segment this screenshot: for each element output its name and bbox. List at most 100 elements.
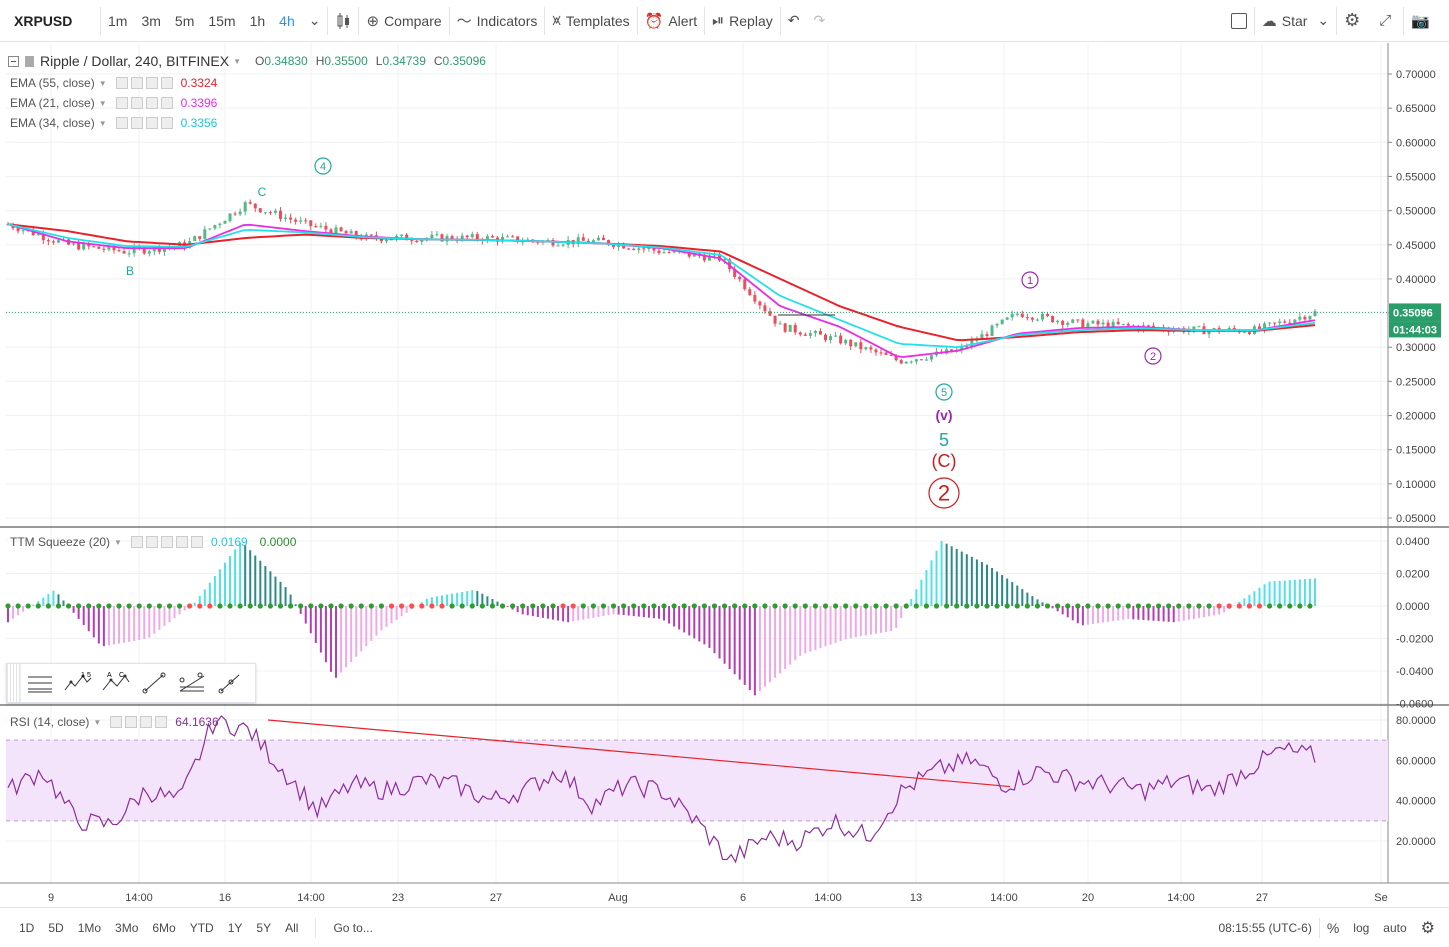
templates-button[interactable]: ⩙ Templates [545,0,636,42]
gear-icon[interactable] [130,77,143,89]
fullscreen-toggle-button[interactable] [1224,0,1254,42]
interval-dropdown-icon[interactable]: ⌄ [308,12,321,28]
fib-retracement-button[interactable] [21,664,59,702]
eye-icon[interactable] [110,716,123,728]
redo-button[interactable]: ↷ [813,12,826,28]
candle-body [102,248,106,250]
range-1y[interactable]: 1Y [227,920,243,935]
wave-label-b: B [126,264,134,278]
range-ytd[interactable]: YTD [189,920,214,935]
candle-body [142,248,146,254]
plus-icon[interactable] [145,97,158,109]
ema34-legend[interactable]: EMA (34, close) ▼ 0.3356 [10,116,217,130]
candle-body [258,208,262,213]
plus-icon[interactable] [175,536,188,548]
close-icon[interactable] [160,117,173,129]
candle-body [107,245,111,250]
interval-4h[interactable]: 4h [279,12,295,29]
squeeze-dot [1105,603,1111,609]
squeeze-dot [257,603,263,609]
eye-icon[interactable] [130,536,143,548]
caret-down-icon[interactable]: ▼ [98,118,107,128]
range-6mo[interactable]: 6Mo [152,920,176,935]
interval-5m[interactable]: 5m [174,12,195,29]
symbol-search[interactable]: XRPUSD [14,12,73,29]
close-icon[interactable] [160,97,173,109]
interval-3m[interactable]: 3m [141,12,161,29]
rsi-line [7,715,1316,864]
bottom-toolbar: 1D 5D 1Mo 3Mo 6Mo YTD 1Y 5Y All Go to...… [0,907,1449,947]
replay-button[interactable]: ⏯ Replay [705,0,780,42]
caret-down-icon[interactable]: ▼ [98,78,107,88]
ema55-legend[interactable]: EMA (55, close) ▼ 0.3324 [10,76,217,90]
interval-15m[interactable]: 15m [208,12,236,29]
auto-toggle[interactable]: auto [1383,920,1407,935]
collapse-legend-icon[interactable] [8,55,19,67]
gear-icon[interactable] [125,716,138,728]
caret-down-icon[interactable]: ▼ [233,56,241,66]
trend-line-button[interactable] [135,664,173,702]
squeeze-dot [883,603,889,609]
squeeze-dot [308,603,314,609]
source-icon[interactable] [160,536,173,548]
alert-button[interactable]: ⏰ Alert [638,0,704,42]
range-1d[interactable]: 1D [19,920,35,935]
fib-fan-button[interactable] [173,664,211,702]
eye-icon[interactable] [115,117,128,129]
eye-icon[interactable] [115,77,128,89]
caret-down-icon[interactable]: ▼ [114,537,122,547]
candle-body [642,248,646,250]
squeeze-dot [287,603,294,609]
settings-button[interactable]: ⚙ [1337,0,1372,42]
indicators-button[interactable]: 〜 Indicators [450,0,545,42]
ray-icon [218,674,240,694]
star-button[interactable]: ☁ Star ⌄ [1255,0,1336,42]
undo-button[interactable]: ↶ [787,12,800,28]
gear-icon[interactable] [130,97,143,109]
candle-body [1101,322,1105,325]
ema21-legend[interactable]: EMA (21, close) ▼ 0.3396 [10,96,217,110]
close-icon[interactable] [190,536,203,548]
ray-button[interactable] [211,664,249,702]
caret-down-icon[interactable]: ▼ [93,717,102,727]
eye-icon[interactable] [115,97,128,109]
ttm-legend[interactable]: TTM Squeeze (20) ▼ 0.0169 0.0000 [10,535,296,549]
chart-type-button[interactable] [328,0,358,42]
squeeze-dot [812,603,819,609]
range-all[interactable]: All [285,920,299,935]
plus-icon[interactable] [145,117,158,129]
percent-toggle[interactable]: % [1326,919,1340,936]
range-1mo[interactable]: 1Mo [77,920,102,935]
candle-body [718,253,722,261]
candle-body [284,217,288,219]
interval-1m[interactable]: 1m [108,12,128,29]
price-tick-label: 0.10000 [1396,479,1436,491]
plus-icon[interactable] [140,716,153,728]
interval-1h[interactable]: 1h [249,12,266,29]
fullscreen-button[interactable]: ⤢ [1372,0,1403,42]
close-icon[interactable] [155,716,168,728]
wave-label-5-circle-ring [935,383,953,401]
caret-down-icon[interactable]: ▼ [98,98,107,108]
plus-icon[interactable] [145,77,158,89]
close-icon[interactable] [160,77,173,89]
drag-handle[interactable] [7,664,21,702]
goto-button[interactable]: Go to... [333,920,373,935]
range-5d[interactable]: 5D [48,920,64,935]
clock[interactable]: 08:15:55 (UTC-6) [1218,920,1312,935]
rsi-legend[interactable]: RSI (14, close) ▼ 64.1636 [10,715,219,729]
gear-icon[interactable] [145,536,158,548]
squeeze-dot [651,603,657,609]
log-toggle[interactable]: log [1353,920,1370,935]
snapshot-button[interactable]: 📷 [1404,0,1449,42]
gear-icon[interactable]: ⚙ [1420,919,1435,937]
range-3mo[interactable]: 3Mo [115,920,139,935]
countdown-label: 01:44:03 [1393,324,1437,336]
range-5y[interactable]: 5Y [256,920,272,935]
gear-icon[interactable] [130,117,143,129]
compare-button[interactable]: ⊕ Compare [359,0,448,42]
